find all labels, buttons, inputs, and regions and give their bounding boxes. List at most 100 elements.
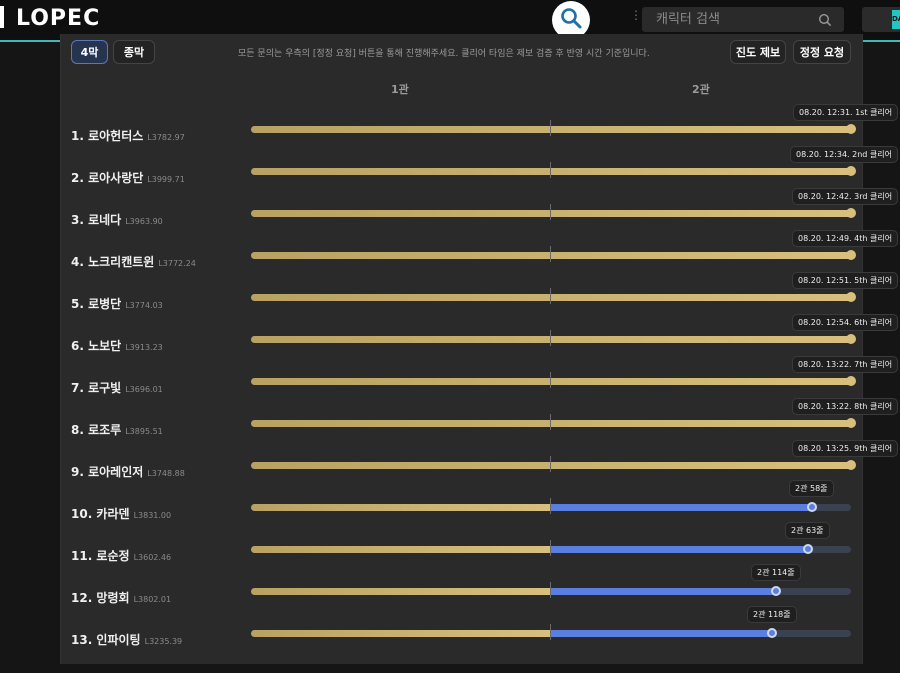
team-name: 13. 인파이팅 — [71, 633, 141, 647]
gate-divider — [550, 204, 551, 220]
progress-tooltip: 2관 58줄 — [789, 480, 834, 497]
tab-act-4[interactable]: 4막 — [71, 40, 108, 64]
team-row[interactable]: 7. 로구빛 L3696.01 08.20. 13:22. 7th 클리어 — [61, 356, 899, 421]
team-row[interactable]: 6. 노보단 L3913.23 08.20. 12:54. 6th 클리어 — [61, 314, 899, 379]
team-info: 9. 로아레인저 L3748.88 — [71, 461, 185, 480]
gate-divider — [550, 456, 551, 472]
progress-track: 2관 118줄 — [251, 606, 851, 640]
team-info: 12. 망령회 L3802.01 — [71, 587, 171, 606]
clear-time-tooltip: 08.20. 12:31. 1st 클리어 — [793, 104, 899, 121]
team-item-level: L3913.23 — [125, 343, 163, 352]
team-row[interactable]: 9. 로아레인저 L3748.88 08.20. 13:25. 9th 클리어 — [61, 440, 899, 505]
team-item-level: L3963.90 — [125, 217, 163, 226]
character-search-input[interactable] — [642, 7, 826, 32]
team-row[interactable]: 3. 로네다 L3963.90 08.20. 12:42. 3rd 클리어 — [61, 188, 899, 253]
progress-track: 08.20. 12:49. 4th 클리어 — [251, 230, 899, 262]
clear-time-tooltip: 08.20. 12:49. 4th 클리어 — [792, 230, 899, 247]
team-item-level: L3748.88 — [147, 469, 185, 478]
progress-track: 08.20. 12:31. 1st 클리어 — [251, 104, 899, 136]
progress-track: 08.20. 12:34. 2nd 클리어 — [251, 146, 898, 178]
progress-track: 2관 63줄 — [251, 522, 851, 556]
team-name: 9. 로아레인저 — [71, 465, 144, 479]
team-row[interactable]: 4. 노크리캔트윈 L3772.24 08.20. 12:49. 4th 클리어 — [61, 230, 899, 295]
gate-divider — [550, 330, 551, 346]
team-info: 8. 로조루 L3895.51 — [71, 419, 163, 438]
progress-marker — [846, 460, 856, 470]
search-toggle-button[interactable] — [552, 1, 590, 39]
search-icon[interactable] — [818, 12, 832, 31]
report-progress-button[interactable]: 진도 제보 — [730, 40, 786, 64]
gate-progress-fill — [251, 294, 851, 301]
team-row[interactable]: 11. 로순정 L3602.46 2관 63줄 — [61, 522, 862, 589]
progress-marker — [846, 166, 856, 176]
correction-request-button[interactable]: 정정 요청 — [793, 40, 851, 64]
team-info: 1. 로아헌터스 L3782.97 — [71, 125, 185, 144]
team-name: 7. 로구빛 — [71, 381, 122, 395]
progress-track: 08.20. 13:25. 9th 클리어 — [251, 440, 899, 472]
character-search-field[interactable] — [642, 7, 844, 32]
progress-track: 08.20. 13:22. 7th 클리어 — [251, 356, 899, 388]
team-info: 5. 로병단 L3774.03 — [71, 293, 163, 312]
team-row[interactable]: 8. 로조루 L3895.51 08.20. 13:22. 8th 클리어 — [61, 398, 899, 463]
team-item-level: L3696.01 — [125, 385, 163, 394]
current-gate-progress-fill — [551, 504, 812, 511]
tab-final-act[interactable]: 종막 — [113, 40, 155, 64]
progress-track: 08.20. 12:51. 5th 클리어 — [251, 272, 899, 304]
team-item-level: L3802.01 — [133, 595, 172, 604]
team-item-level: L3895.51 — [125, 427, 163, 436]
current-gate-progress-fill — [551, 630, 772, 637]
team-info: 7. 로구빛 L3696.01 — [71, 377, 163, 396]
team-name: 4. 노크리캔트윈 — [71, 255, 155, 269]
gate-1-label: 1관 — [391, 83, 409, 96]
team-info: 4. 노크리캔트윈 L3772.24 — [71, 251, 196, 270]
team-row[interactable]: 12. 망령회 L3802.01 2관 114줄 — [61, 564, 862, 631]
progress-marker — [846, 124, 856, 134]
team-item-level: L3999.71 — [147, 175, 185, 184]
gate-divider — [550, 162, 551, 178]
gate-progress-fill — [251, 546, 551, 553]
logo-mark — [0, 6, 4, 28]
gate-divider — [550, 414, 551, 430]
gate-progress-fill — [251, 378, 851, 385]
progress-track: 08.20. 13:22. 8th 클리어 — [251, 398, 899, 430]
lopec-logo[interactable]: LOPEC — [16, 6, 101, 31]
team-item-level: L3782.97 — [147, 133, 185, 142]
gate-progress-fill — [251, 462, 851, 469]
user-badge[interactable]: DA — [892, 10, 900, 29]
team-name: 10. 카라덴 — [71, 507, 130, 521]
progress-marker — [846, 376, 856, 386]
team-info: 3. 로네다 L3963.90 — [71, 209, 163, 228]
progress-track: 08.20. 12:54. 6th 클리어 — [251, 314, 899, 346]
gate-progress-fill — [251, 126, 851, 133]
team-name: 3. 로네다 — [71, 213, 122, 227]
progress-marker — [846, 418, 856, 428]
search-icon — [559, 6, 583, 34]
team-name: 1. 로아헌터스 — [71, 129, 144, 143]
team-info: 11. 로순정 L3602.46 — [71, 545, 171, 564]
progress-marker — [771, 586, 781, 596]
progress-marker — [846, 292, 856, 302]
team-item-level: L3772.24 — [158, 259, 196, 268]
team-row[interactable]: 10. 카라덴 L3831.00 2관 58줄 — [61, 480, 862, 547]
gate-progress-fill — [251, 252, 851, 259]
team-item-level: L3831.00 — [133, 511, 172, 520]
gate-progress-fill — [251, 168, 851, 175]
team-name: 5. 로병단 — [71, 297, 122, 311]
notice-text: 모든 문의는 우측의 [정정 요청] 버튼을 통해 진행해주세요. 클리어 타임… — [238, 49, 650, 59]
team-row[interactable]: 5. 로병단 L3774.03 08.20. 12:51. 5th 클리어 — [61, 272, 899, 337]
team-info: 6. 노보단 L3913.23 — [71, 335, 163, 354]
clear-time-tooltip: 08.20. 13:22. 8th 클리어 — [792, 398, 899, 415]
drag-handle-icon[interactable]: ⋮⋮ — [630, 9, 654, 21]
current-gate-progress-fill — [551, 546, 808, 553]
team-row[interactable]: 2. 로아사랑단 L3999.71 08.20. 12:34. 2nd 클리어 — [61, 146, 898, 211]
progress-marker — [846, 208, 856, 218]
team-item-level: L3602.46 — [133, 553, 172, 562]
gate-progress-fill — [251, 588, 551, 595]
current-gate-progress-fill — [551, 588, 776, 595]
team-row[interactable]: 13. 인파이팅 L3235.39 2관 118줄 — [61, 606, 862, 673]
progress-marker — [803, 544, 813, 554]
progress-tooltip: 2관 118줄 — [747, 606, 797, 623]
gate-progress-fill — [251, 630, 551, 637]
gate-divider — [550, 246, 551, 262]
team-row[interactable]: 1. 로아헌터스 L3782.97 08.20. 12:31. 1st 클리어 — [61, 104, 899, 169]
